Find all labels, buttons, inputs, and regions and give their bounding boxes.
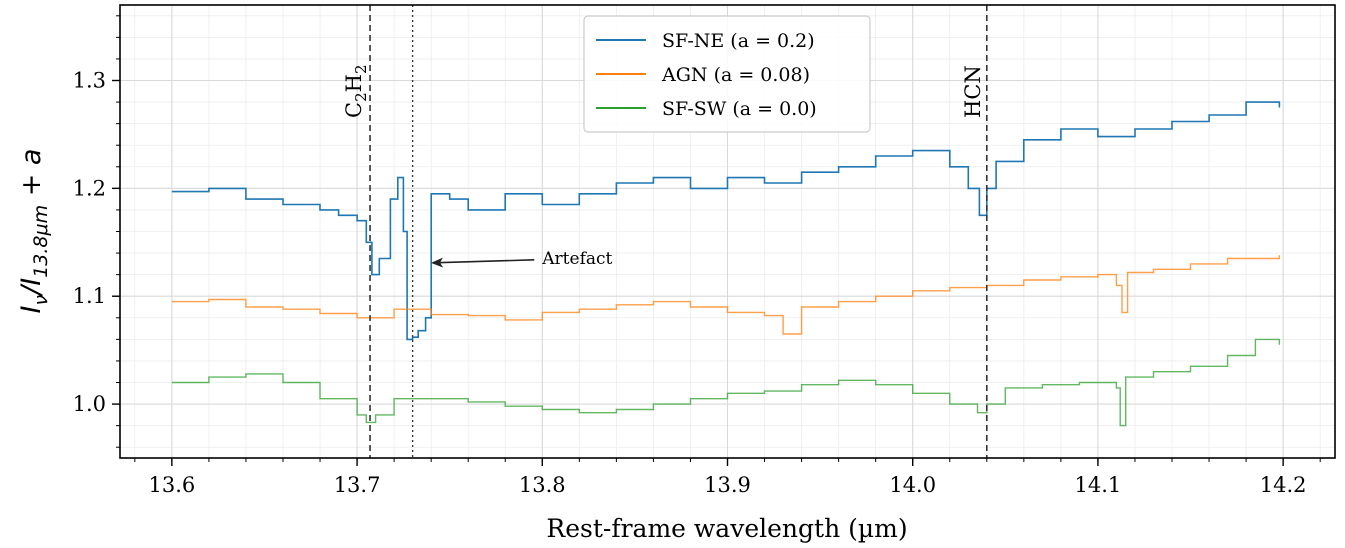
artefact-annotation: Artefact [431,249,613,269]
legend-label-1: AGN (a = 0.08) [661,64,810,86]
y-axis-title: Iν/I13.8μm + a [16,149,52,314]
x-tick-label: 13.6 [148,473,195,497]
vertical-markers [369,5,988,458]
axis-ticks [112,15,1321,466]
y-tick-labels: 1.0 1.1 1.2 1.3 [73,69,106,417]
c2h2-text: C2H2 [342,65,370,119]
x-tick-labels: 13.6 13.7 13.8 13.9 14.0 14.1 14.2 [148,473,1306,497]
legend: SF-NE (a = 0.2) AGN (a = 0.08) SF-SW (a = … [583,15,871,133]
c2h2-label: C2H2 [342,65,370,119]
y-tick-label: 1.2 [73,176,106,200]
series-line-2 [171,338,1281,427]
y-tick-label: 1.3 [73,69,106,93]
series-line-0 [171,101,1281,341]
x-tick-label: 14.1 [1075,473,1122,497]
x-tick-label: 14.0 [889,473,936,497]
series-line-1 [171,255,1281,335]
y-tick-label: 1.1 [73,284,106,308]
artefact-label: Artefact [541,249,612,269]
legend-label-2: SF-SW (a = 0.0) [662,98,817,120]
artefact-arrow [431,257,535,268]
legend-box [583,15,871,133]
y-tick-label: 1.0 [73,392,106,416]
x-tick-label: 13.7 [334,473,381,497]
x-tick-label: 14.2 [1260,473,1307,497]
legend-label-0: SF-NE (a = 0.2) [662,30,815,52]
x-axis-title: Rest-frame wavelength (µm) [546,514,907,543]
hcn-text: HCN [961,65,985,118]
series-layer [171,101,1281,427]
x-tick-label: 13.9 [704,473,751,497]
hcn-label: HCN [961,65,985,118]
x-tick-label: 13.8 [519,473,566,497]
